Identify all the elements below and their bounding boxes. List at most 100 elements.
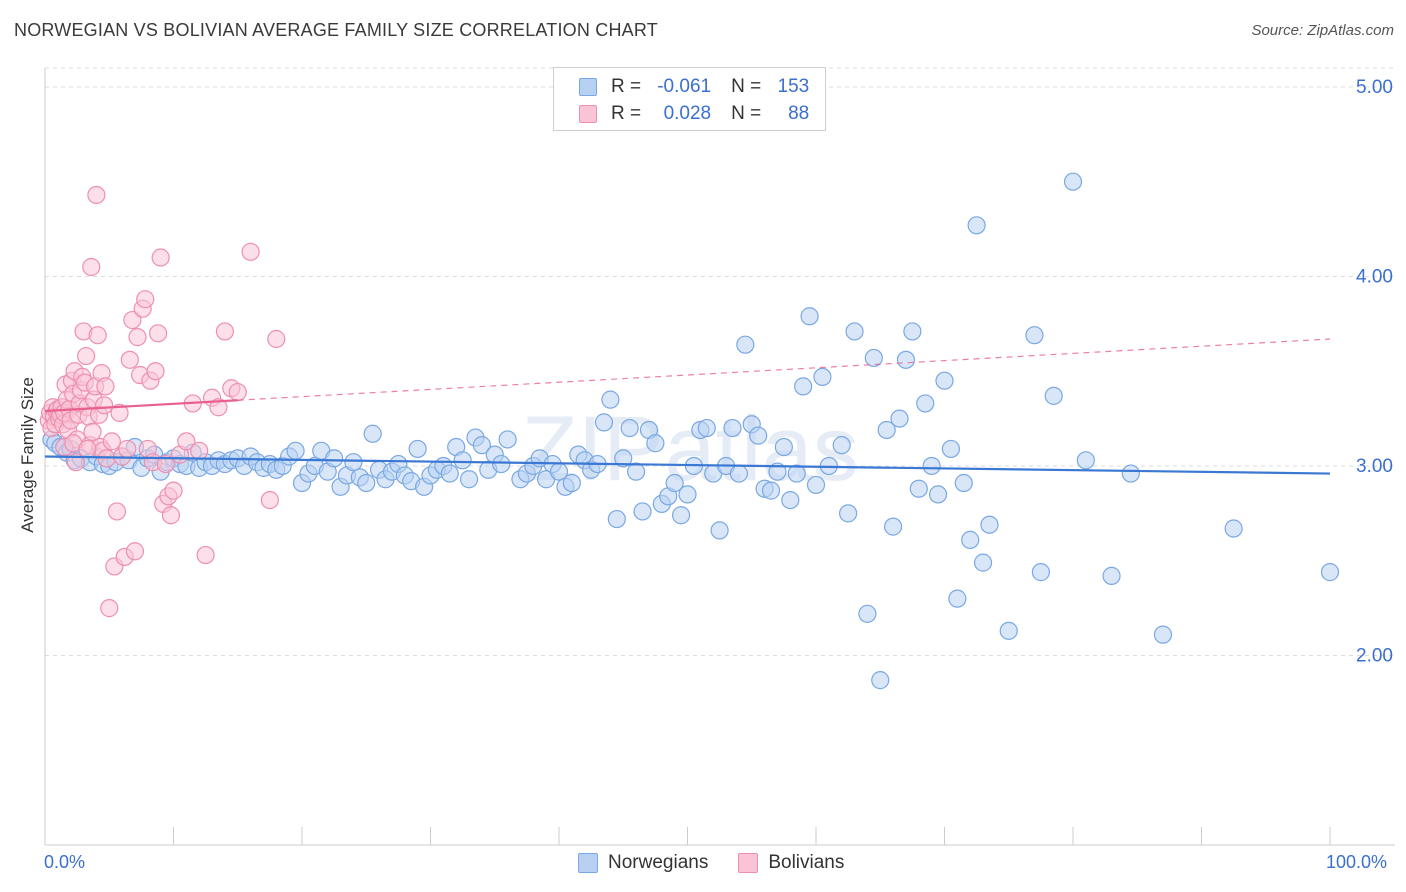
norwegian-point <box>890 409 909 428</box>
bolivian-point <box>148 324 168 343</box>
bolivian-point <box>196 545 215 565</box>
bolivian-point <box>102 432 121 451</box>
norwegian-point <box>858 604 877 623</box>
norwegian-point <box>453 451 472 470</box>
norwegian-point <box>440 464 459 483</box>
norwegian-point <box>973 553 993 572</box>
norwegian-point <box>928 485 948 504</box>
series-legend: Norwegians Bolivians <box>578 852 874 874</box>
norwegian-point <box>472 436 491 455</box>
x-tick-label-max: 100.0% <box>1326 852 1388 872</box>
legend-item-bolivians: Bolivians <box>738 852 844 874</box>
y-tick-label: 2.00 <box>1356 645 1393 666</box>
norwegian-point <box>1025 326 1044 345</box>
correlation-legend: R = -0.061 N = 153 R = 0.028 N = 88 <box>553 67 826 131</box>
y-tick-label: 4.00 <box>1356 266 1393 287</box>
legend-row-norwegians: R = -0.061 N = 153 <box>579 74 809 100</box>
norwegian-point <box>883 517 903 536</box>
norwegian-point <box>710 521 729 540</box>
norwegian-point <box>620 418 639 438</box>
norwegian-point <box>903 322 922 341</box>
bolivian-point <box>228 382 247 402</box>
bolivian-point <box>136 290 155 309</box>
legend-item-norwegians: Norwegians <box>578 852 708 874</box>
bolivian-point <box>82 257 101 277</box>
norwegian-point <box>357 473 376 493</box>
norwegian-point <box>1320 563 1340 582</box>
bolivian-point <box>146 362 165 381</box>
norwegian-point <box>980 515 999 534</box>
trend-lines <box>44 338 1331 475</box>
norwegian-point <box>794 377 813 396</box>
bolivian-point <box>190 441 209 460</box>
norwegian-point <box>498 430 517 449</box>
bolivian-point <box>267 329 286 349</box>
norwegian-point <box>781 490 800 510</box>
norwegian-point <box>845 322 864 341</box>
norwegian-point <box>1076 451 1095 470</box>
norwegian-point <box>678 485 697 504</box>
norwegian-point <box>941 439 961 459</box>
bolivian-point <box>88 326 107 345</box>
bolivian-point <box>83 422 102 441</box>
norwegian-point <box>774 437 793 457</box>
norwegian-point <box>408 439 427 459</box>
norwegian-point <box>723 418 742 438</box>
norwegian-point <box>813 367 832 387</box>
r-value: 0.028 <box>663 103 712 124</box>
norwegian-point <box>800 307 819 326</box>
norwegian-point <box>922 456 941 476</box>
trend-line-bolivians-extrapolated <box>237 338 1331 401</box>
norwegian-point <box>729 464 749 483</box>
legend-row-bolivians: R = 0.028 N = 88 <box>579 101 809 127</box>
norwegian-point <box>916 394 935 413</box>
norwegian-point <box>864 348 883 368</box>
norwegian-point <box>961 530 980 549</box>
legend-label-norwegians: Norwegians <box>608 852 709 873</box>
y-axis-label: Average Family Size <box>18 377 37 533</box>
norwegian-point <box>626 462 646 481</box>
bolivian-point <box>161 506 181 525</box>
norwegian-point <box>832 436 851 455</box>
norwegian-point <box>1044 386 1063 405</box>
bolivian-point <box>96 377 115 396</box>
y-tick-label: 3.00 <box>1356 456 1393 477</box>
norwegian-point <box>761 481 781 500</box>
norwegian-point <box>999 621 1018 640</box>
norwegian-point <box>909 479 928 498</box>
norwegian-point <box>749 426 768 445</box>
n-label: N = <box>731 103 762 124</box>
bolivian-point <box>110 403 129 423</box>
norwegian-point <box>935 371 954 390</box>
bolivian-point <box>215 322 234 341</box>
norwegian-point <box>646 434 665 453</box>
norwegian-point <box>768 462 787 481</box>
norwegian-point <box>344 453 363 472</box>
norwegian-point <box>601 390 620 409</box>
grid-lines <box>45 67 1395 656</box>
r-value: -0.061 <box>657 76 712 97</box>
bolivian-point <box>87 185 106 205</box>
norwegian-point <box>607 509 626 529</box>
norwegian-point <box>839 504 858 523</box>
bolivian-point <box>107 502 127 521</box>
norwegian-point <box>967 216 986 235</box>
x-tick-label-min: 0.0% <box>44 852 86 872</box>
norwegian-point <box>1153 625 1173 644</box>
bolivian-point <box>120 350 139 369</box>
norwegian-point <box>697 418 716 438</box>
bolivian-point <box>77 346 96 366</box>
bolivian-point <box>260 490 279 510</box>
blue-swatch <box>579 78 597 96</box>
bolivian-point <box>209 398 228 417</box>
chart-title: NORWEGIAN VS BOLIVIAN AVERAGE FAMILY SIZ… <box>14 20 658 40</box>
n-value: 153 <box>777 76 810 97</box>
trend-line-bolivians <box>44 399 238 413</box>
norwegian-point <box>459 470 479 489</box>
norwegian-point <box>286 441 305 460</box>
bolivian-point <box>128 328 147 347</box>
bolivian-point <box>123 310 142 330</box>
y-tick-label: 5.00 <box>1356 77 1393 98</box>
n-label: N = <box>731 76 762 97</box>
pink-swatch <box>738 853 759 873</box>
